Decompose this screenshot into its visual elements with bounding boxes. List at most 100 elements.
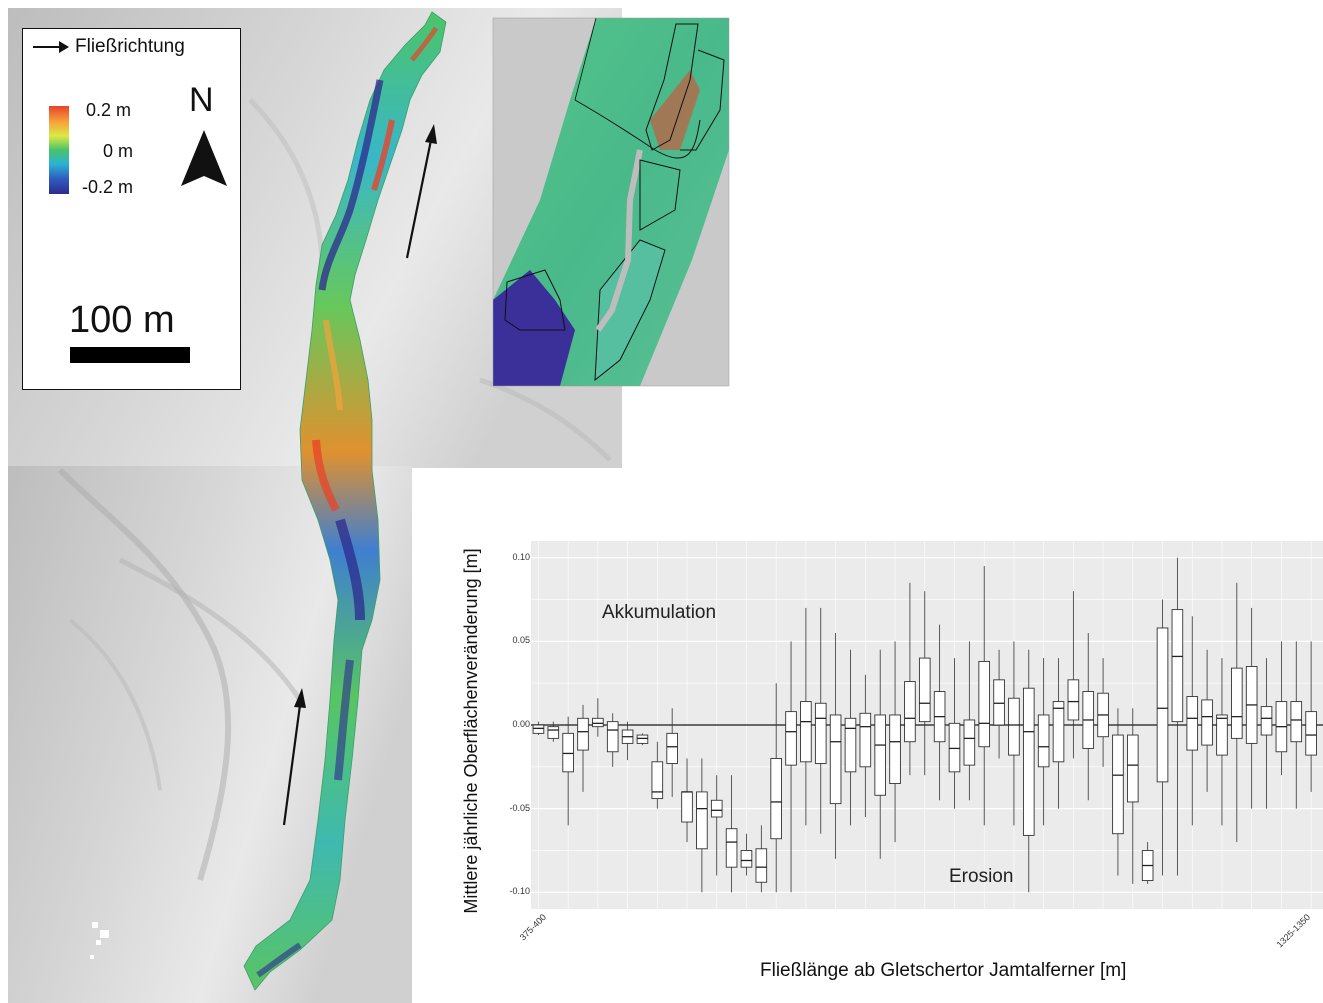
box-22 (844, 649, 857, 826)
box-5 (592, 698, 604, 737)
strip-accumulation-band (323, 319, 343, 411)
box-iqr (1127, 734, 1139, 803)
box-iqr (1260, 706, 1273, 736)
hillshade-ridge (118, 557, 303, 702)
y-tick-label: 0.10 (512, 551, 530, 562)
box-7 (621, 721, 634, 761)
flow-arrow-lower (282, 688, 306, 826)
y-axis-label: Mittlere jährliche Oberflächenveränderun… (461, 548, 481, 914)
dem-difference-strip (243, 11, 447, 991)
strip-erosion-band (256, 942, 302, 978)
box-iqr (829, 714, 842, 805)
box-iqr (770, 758, 782, 840)
box-iqr (577, 717, 589, 751)
box-iqr (1305, 711, 1317, 756)
y-tick-label: -0.05 (509, 802, 530, 813)
box-iqr (1067, 679, 1080, 721)
box-52 (1290, 641, 1303, 809)
box-4 (577, 704, 589, 792)
box-53 (1305, 641, 1317, 792)
box-2 (547, 721, 560, 742)
box-iqr (874, 714, 886, 796)
box-iqr (562, 732, 574, 773)
box-iqr (904, 681, 916, 743)
box-38 (1082, 633, 1095, 801)
north-arrow-icon (181, 130, 227, 186)
box-iqr (844, 717, 857, 773)
scale-bar (70, 347, 190, 363)
box-9 (651, 741, 664, 809)
box-46 (1201, 649, 1213, 792)
hillshade-ridge (479, 377, 612, 462)
box-28 (933, 624, 946, 801)
strip-accumulation-band (371, 119, 395, 191)
y-tick-label: 0.05 (512, 635, 530, 646)
box-iqr (993, 679, 1005, 726)
annotation-accumulation: Akkumulation (602, 602, 717, 623)
box-iqr (696, 791, 708, 850)
box-10 (666, 708, 678, 797)
box-iqr (755, 848, 768, 883)
box-12 (696, 758, 708, 893)
box-iqr (800, 701, 812, 763)
north-label: N (189, 81, 214, 119)
box-iqr (740, 850, 753, 868)
box-13 (710, 775, 723, 876)
box-50 (1260, 658, 1273, 809)
box-39 (1097, 658, 1109, 767)
box-3 (562, 716, 574, 826)
box-8 (636, 733, 649, 746)
box-27 (918, 591, 931, 776)
box-iqr (918, 657, 931, 723)
box-iqr (963, 719, 976, 766)
box-iqr (1290, 701, 1303, 743)
box-iqr (1201, 699, 1213, 746)
hillshade-ridge (57, 467, 232, 881)
box-40 (1112, 708, 1124, 876)
box-43 (1156, 599, 1169, 876)
box-33 (1008, 641, 1020, 826)
box-iqr (606, 721, 619, 753)
box-49 (1245, 607, 1258, 809)
box-45 (1186, 616, 1199, 826)
box-iqr (1171, 609, 1184, 723)
box-30 (963, 641, 976, 801)
box-iqr (1186, 696, 1199, 751)
arrow-right-icon (33, 40, 69, 53)
box-37 (1067, 591, 1080, 759)
box-44 (1171, 557, 1184, 876)
ramp-max-label: 0.2 m (86, 100, 132, 120)
box-iqr (1112, 734, 1124, 835)
box-21 (829, 633, 842, 859)
box-iqr (547, 726, 560, 739)
box-6 (606, 713, 619, 767)
box-1 (532, 721, 545, 736)
snow-patches (90, 922, 109, 959)
box-23 (859, 674, 872, 817)
box-iqr (666, 732, 678, 764)
box-iqr (978, 660, 991, 748)
box-47 (1216, 658, 1228, 826)
box-24 (874, 649, 886, 859)
box-iqr (681, 791, 693, 823)
flow-arrow-upper (405, 124, 437, 259)
strip-accumulation-band (410, 26, 439, 62)
box-19 (800, 607, 812, 826)
y-tick-label: 0.00 (512, 719, 530, 729)
box-iqr (636, 734, 649, 744)
box-iqr (1022, 687, 1035, 836)
y-tick-label: -0.10 (509, 886, 530, 897)
box-31 (978, 566, 991, 826)
hillshade-ridge (68, 618, 162, 791)
color-ramp (49, 106, 69, 194)
box-iqr (725, 828, 738, 868)
annotation-erosion: Erosion (949, 866, 1014, 887)
box-14 (725, 775, 738, 893)
box-iqr (532, 724, 545, 734)
box-iqr (1231, 667, 1243, 739)
strip-erosion-band (335, 518, 365, 621)
box-20 (814, 607, 827, 834)
box-iqr (1216, 714, 1228, 756)
box-iqr (1156, 627, 1169, 783)
